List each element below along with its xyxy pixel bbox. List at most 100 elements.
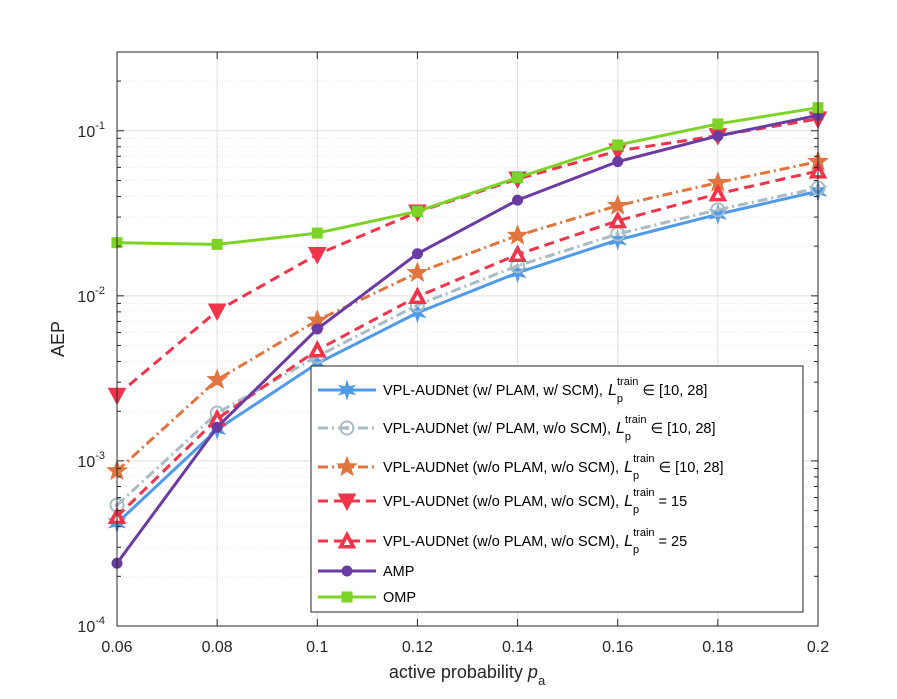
legend-label-subscript: p [633,470,639,482]
legend-label-suffix: = 15 [659,494,688,510]
legend-label-subscript: p [617,393,623,405]
legend-entry-5: VPL-AUDNet (w/o PLAM, w/o SCM), Lp train = … [318,527,687,556]
series-5-point [408,286,427,305]
legend-label-superscript: train [633,487,654,499]
legend-label-superscript: train [633,527,654,539]
series-6-point [612,156,624,168]
y-tick-base: 10 [77,124,95,141]
series-5-point-inner [314,347,321,354]
legend-entry-4: VPL-AUDNet (w/o PLAM, w/o SCM), Lp train = … [318,487,687,516]
x-tick-label: 0.16 [602,639,633,656]
y-tick-exponent: -1 [95,120,105,132]
legend-label: VPL-AUDNet (w/ PLAM, w/o SCM), Lp train ∈ [… [383,414,715,443]
x-axis-label-symbol: p [527,662,538,682]
legend-label-suffix: ∈ [10, 28] [650,421,715,437]
legend-label-name: VPL-AUDNet (w/o PLAM, w/o SCM), [383,494,619,510]
series-1-point [708,203,728,225]
series-5-point [708,183,728,202]
series-3-point [606,194,629,215]
legend-box [310,365,804,613]
series-3-line [115,160,819,473]
legend-marker [337,530,357,549]
legend-label-name: VPL-AUDNet (w/o PLAM, w/o SCM), [383,460,619,476]
y-tick-exponent: -3 [95,450,105,462]
series-6-point [411,248,423,260]
y-tick-base: 10 [77,619,95,636]
series-5-point-inner [514,252,521,259]
series-4-point [307,247,327,265]
series-3-point [406,261,429,282]
series-2-line [115,186,819,507]
x-axis-label: active probability pa [389,662,546,688]
series-layer [106,102,829,569]
legend-label: AMP [383,564,414,580]
legend-label-name: VPL-AUDNet (w/ PLAM, w/o SCM), [383,421,611,437]
legend-entry-7: OMP [318,590,416,606]
legend-label: VPL-AUDNet (w/ PLAM, w/ SCM), Lp train ∈ [1… [383,376,707,405]
legend-label-symbol: L [608,382,617,399]
series-7-point [411,205,423,217]
legend-label: VPL-AUDNet (w/o PLAM, w/o SCM), Lp train = … [383,527,687,556]
legend-label-symbol: L [616,420,625,437]
legend-marker [337,493,357,512]
series-2-point-dot [615,231,620,237]
axis-ticks: 0.06 0.08 0.1 0.12 0.14 0.16 0.18 0.210-410-310… [77,52,829,656]
series-5-point-inner [614,218,621,225]
legend-entry-2: VPL-AUDNet (w/ PLAM, w/o SCM), Lp train ∈ [… [318,414,715,443]
y-tick-base: 10 [77,454,95,471]
series-4-point [207,303,227,322]
series-2-point-dot [515,263,520,269]
series-6-line [115,113,819,565]
x-axis-label-subscript: a [538,673,546,688]
legend-label-superscript: train [633,453,654,465]
y-tick-base: 10 [77,289,95,306]
legend-label-superscript: train [617,376,638,388]
legend-label-suffix: ∈ [10, 28] [642,383,707,399]
legend-marker-dot [344,425,350,431]
legend-label-name: OMP [383,590,416,606]
y-tick-label: 10-2 [77,285,105,306]
series-3-point [206,368,229,390]
legend-entry-6: AMP [318,564,414,580]
x-tick-label: 0.06 [101,639,132,656]
legend-label: OMP [383,590,416,606]
legend-label-superscript: train [625,414,646,426]
legend-label-name: VPL-AUDNet (w/o PLAM, w/o SCM), [383,534,619,550]
series-5-point-inner [414,294,421,301]
series-5-line [115,169,819,518]
x-tick-label: 0.12 [402,639,433,656]
legend-marker-ring [339,420,355,436]
y-tick-exponent: -2 [95,285,105,297]
series-7-point [512,172,524,184]
legend-entry-3: VPL-AUDNet (w/o PLAM, w/o SCM), Lp train ∈ … [318,453,724,482]
series-5 [107,160,828,525]
x-tick-label: 0.1 [306,639,328,656]
series-3-point [506,224,529,245]
legend-label-name: AMP [383,564,414,580]
series-7-line [116,106,819,246]
series-7 [111,102,824,250]
series-2-point [710,202,726,218]
legend-entry-1: VPL-AUDNet (w/ PLAM, w/ SCM), Lp train ∈ [1… [318,376,707,405]
series-5-point [307,339,327,358]
legend-label-symbol: L [624,493,633,510]
series-7-point [612,139,624,151]
legend-label-name: VPL-AUDNet (w/ PLAM, w/ SCM), [383,383,603,399]
legend-marker [339,420,355,436]
series-5-point [508,244,527,263]
series-6-point [311,323,323,335]
legend-marker [341,591,353,603]
legend-label-symbol: L [624,459,633,476]
x-axis-label-text: active probability [389,662,523,682]
x-tick-label: 0.14 [502,639,533,656]
legend-marker-inner [343,539,351,545]
y-tick-label: 10-4 [77,615,105,636]
series-6-point [211,421,223,433]
legend-label-subscript: p [633,544,639,556]
series-5-point-inner [213,416,221,423]
series-2-point-dot [715,207,721,213]
legend-label: VPL-AUDNet (w/o PLAM, w/o SCM), Lp train = … [383,487,687,516]
series-7-point [311,227,323,239]
series-1-line [115,189,819,525]
